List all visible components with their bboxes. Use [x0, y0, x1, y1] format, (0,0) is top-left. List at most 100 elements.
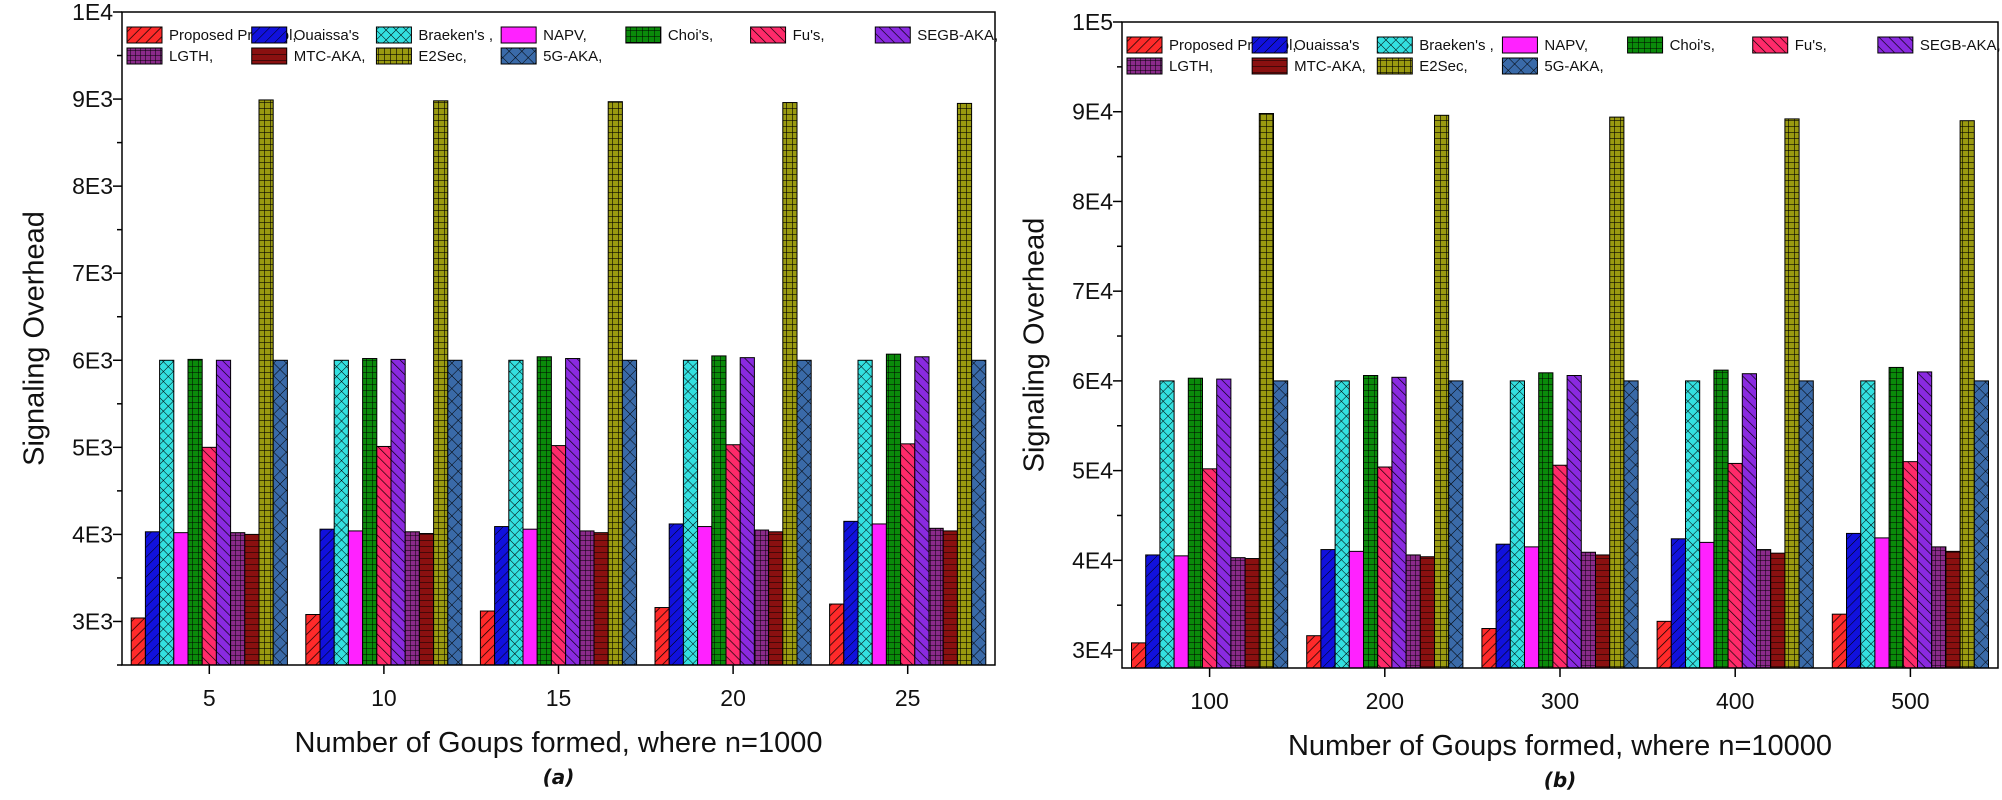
panel-label: (a) [543, 765, 575, 789]
legend-label: E2Sec, [1419, 58, 1467, 75]
bar [333, 359, 349, 666]
bar [1131, 642, 1147, 669]
bar [1538, 372, 1554, 669]
y-tick-label: 3E3 [72, 608, 113, 634]
legend-label: Choi's, [668, 27, 713, 44]
legend-label: SEGB-AKA, [1920, 37, 2001, 54]
bar [130, 617, 146, 666]
bar [305, 614, 321, 666]
legend-label: Braeken's , [418, 27, 493, 44]
bar [829, 603, 845, 666]
legend-swatch [1376, 36, 1413, 54]
y-tick-label: 9E4 [1072, 99, 1113, 125]
bar [1727, 462, 1743, 669]
bars-group [130, 99, 987, 666]
bar [565, 358, 581, 666]
bar [956, 102, 973, 666]
bar [1609, 116, 1625, 669]
bar [1495, 543, 1511, 669]
legend-item: Fu's, [750, 26, 825, 44]
y-tick-label: 8E4 [1072, 188, 1113, 214]
legend-label: Ouaissa's [1294, 37, 1359, 54]
bar [418, 533, 435, 666]
x-axis-title: Number of Goups formed, where n=10000 [1288, 730, 1832, 762]
bar [1713, 369, 1729, 669]
legend-label: LGTH, [1169, 58, 1213, 75]
bar [1860, 380, 1876, 669]
legend-label: NAPV, [1544, 37, 1588, 54]
bar [508, 359, 524, 666]
y-tick-label: 6E3 [72, 347, 113, 373]
x-tick-label: 10 [371, 685, 397, 711]
bar [1273, 380, 1289, 669]
legend-item: LGTH, [126, 47, 213, 65]
legend-swatch [1126, 57, 1163, 75]
legend-swatch [1501, 36, 1538, 54]
bar [1770, 552, 1786, 669]
legend-item: NAPV, [500, 26, 587, 44]
bar [1945, 550, 1961, 669]
bar [447, 359, 463, 666]
legend-swatch [1752, 36, 1789, 54]
bar [843, 520, 859, 666]
bar [1348, 550, 1365, 669]
bar [173, 532, 189, 666]
chart-panel-b: 3E4 4E4 5E4 6E4 7E4 8E4 9E4 1E5 100 200 300 400 500… [1019, 9, 2001, 792]
bar [900, 443, 916, 666]
legend-swatch [1501, 57, 1538, 75]
bar [1580, 551, 1597, 669]
legend-swatch [375, 26, 412, 44]
bar [550, 445, 567, 666]
bar [187, 358, 203, 666]
legend-label: Braeken's , [1419, 37, 1494, 54]
legend-swatch [126, 26, 163, 44]
y-axis-title: Signaling Overhead [1019, 218, 1051, 473]
legend-item: SEGB-AKA, [874, 26, 998, 44]
bar [1741, 373, 1758, 669]
bar [1419, 556, 1436, 669]
bar [607, 101, 623, 666]
bar [725, 444, 741, 666]
bar [1798, 380, 1814, 669]
bar [215, 359, 232, 666]
legend-item: Choi's, [1627, 36, 1715, 54]
bar [1552, 464, 1568, 669]
bar [928, 527, 944, 666]
bar [1306, 635, 1322, 669]
bar [668, 523, 684, 666]
bar [857, 359, 873, 666]
bar [1595, 554, 1611, 669]
legend-swatch [750, 26, 787, 44]
legend-swatch [500, 47, 537, 65]
bar [1656, 620, 1672, 669]
bar [1874, 537, 1890, 669]
bar [871, 523, 887, 666]
legend-swatch [1877, 36, 1914, 54]
x-tick-label: 15 [546, 685, 572, 711]
bar [1784, 118, 1800, 669]
legend-item: MTC-AKA, [1251, 57, 1366, 75]
y-tick-label: 4E3 [72, 521, 113, 547]
bar [1831, 613, 1848, 669]
bar [1145, 554, 1161, 669]
y-tick-label: 7E3 [72, 260, 113, 286]
bar [1334, 380, 1350, 669]
legend-swatch [251, 26, 288, 44]
y-tick-label: 5E3 [72, 434, 113, 460]
bar [376, 445, 392, 666]
legend: Proposed Protocol,Ouaissa's Braeken's , NA… [1126, 36, 2001, 75]
bar [1377, 466, 1393, 669]
bar [1509, 380, 1526, 669]
legend-item: LGTH, [1126, 57, 1213, 75]
bar [1699, 541, 1715, 669]
legend-label: Ouaissa's [294, 27, 359, 44]
legend-item: NAPV, [1501, 36, 1588, 54]
x-axis-ticks: 100 200 300 400 500 [1190, 668, 1930, 714]
legend-item: Ouaissa's [251, 26, 359, 44]
bar [272, 359, 288, 666]
legend-swatch [500, 26, 537, 44]
bar [1434, 114, 1450, 669]
bar [1931, 546, 1947, 669]
x-tick-label: 25 [895, 685, 921, 711]
legend-item: Braeken's , [1376, 36, 1494, 54]
